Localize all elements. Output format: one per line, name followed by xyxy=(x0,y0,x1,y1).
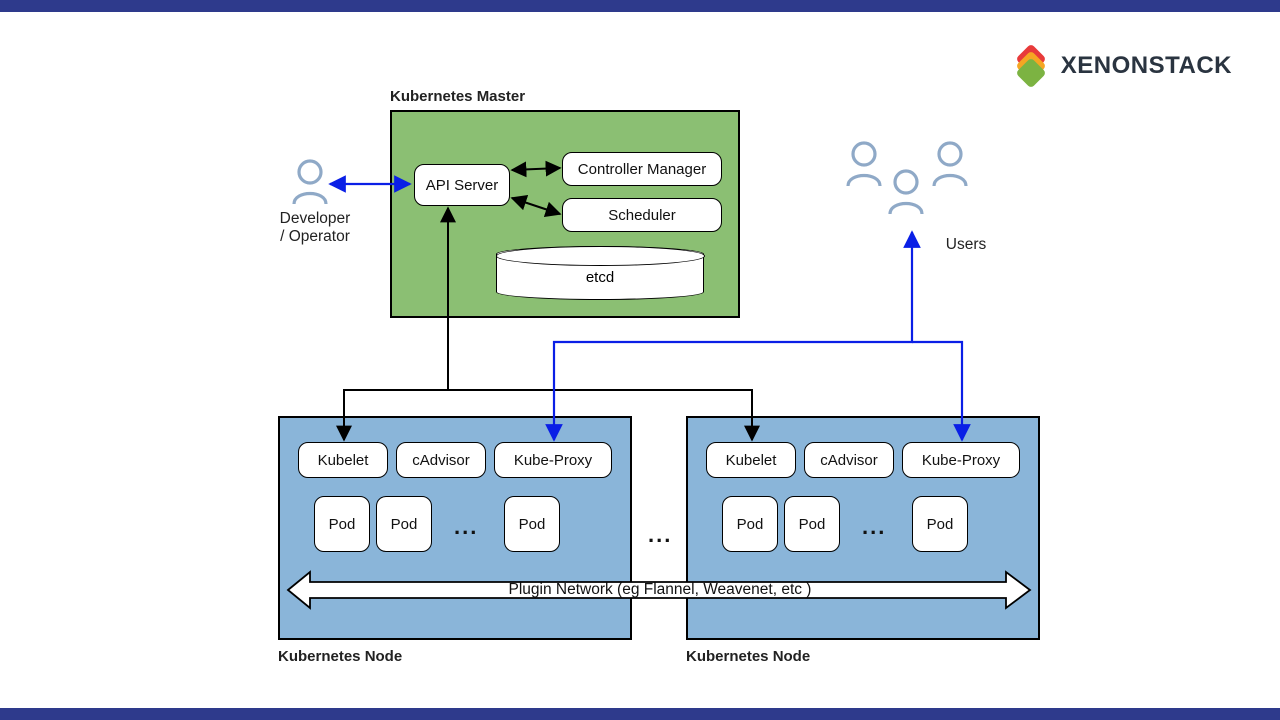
developer-label: Developer / Operator xyxy=(270,210,360,246)
diagram-svg xyxy=(0,12,1280,708)
network-label: Plugin Network (eg Flannel, Weavenet, et… xyxy=(400,580,920,600)
top-accent-bar xyxy=(0,0,1280,12)
bottom-accent-bar xyxy=(0,708,1280,720)
diagram-canvas: Kubernetes Master API Server Controller … xyxy=(0,12,1280,708)
users-label: Users xyxy=(926,236,1006,254)
